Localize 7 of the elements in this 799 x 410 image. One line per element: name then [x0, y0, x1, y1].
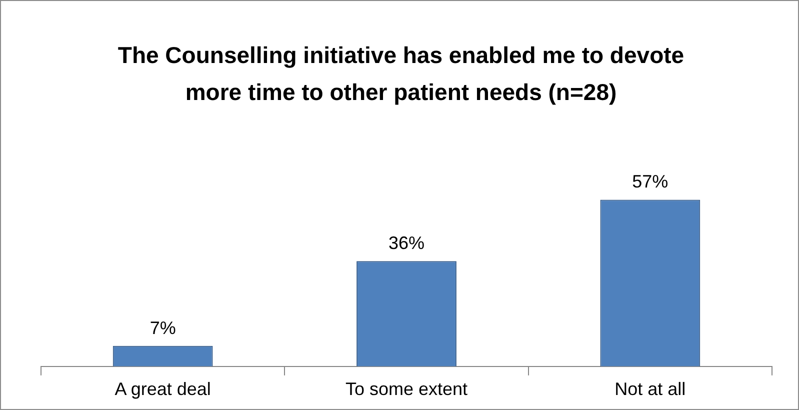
data-label: 36%: [388, 233, 425, 254]
x-tick-label: To some extent: [345, 379, 468, 400]
chart-title: The Counselling initiative has enabled me to devote more time to other patient needs (n=28): [116, 41, 686, 107]
data-label: 7%: [150, 318, 176, 338]
x-tick-label: A great deal: [114, 379, 211, 400]
x-tick-label: Not at all: [614, 379, 686, 400]
data-label: 57%: [632, 172, 668, 192]
